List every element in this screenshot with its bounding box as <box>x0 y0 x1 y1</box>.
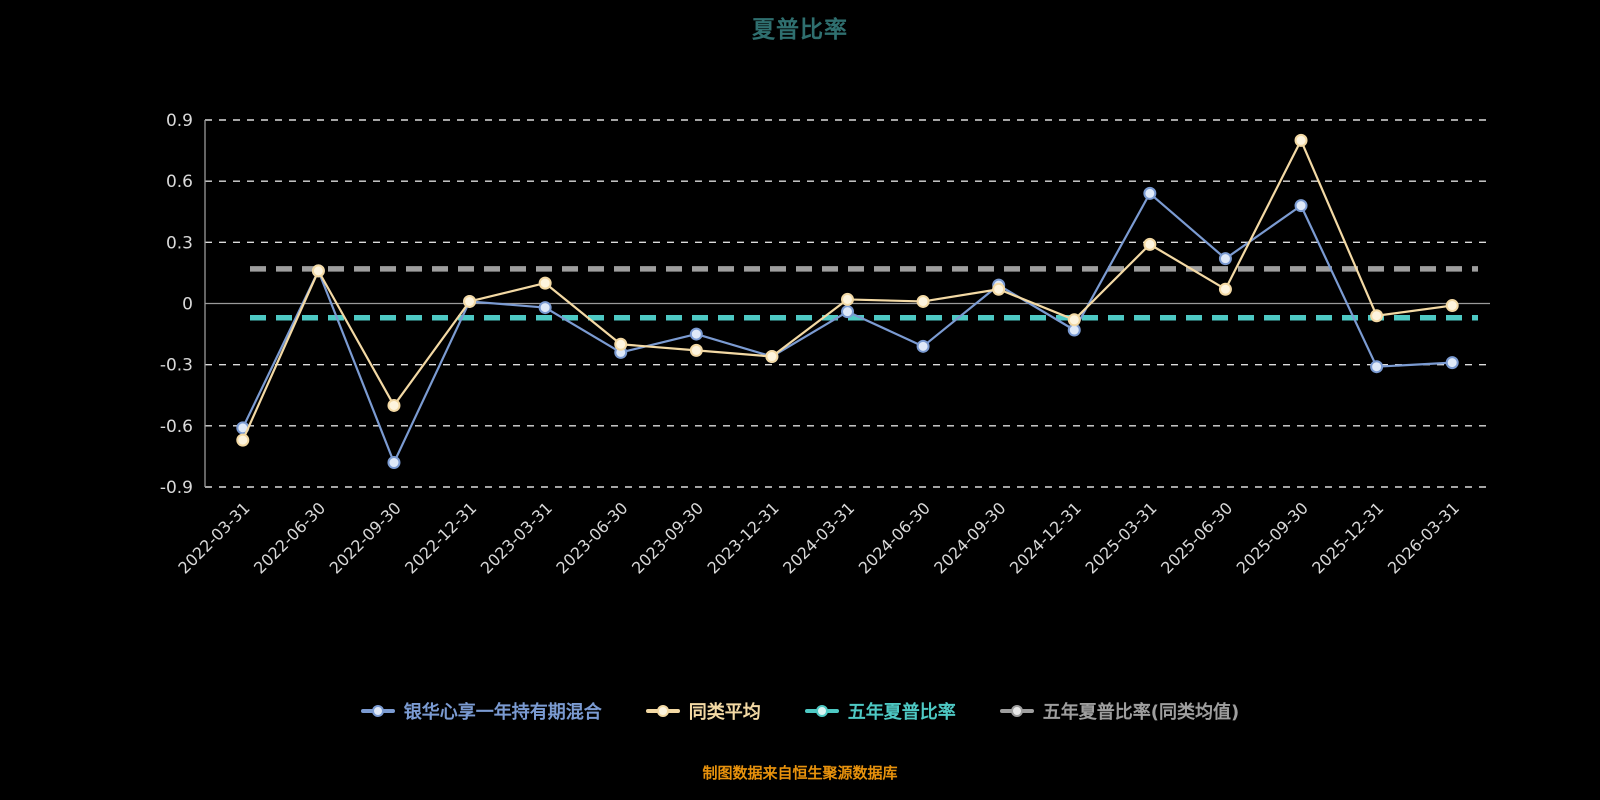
sharpe-ratio-chart: 0.9 0.6 0.3 0 -0.3 -0.6 -0.92022-03-312022-06-… <box>160 111 1490 578</box>
data-point-marker <box>1218 282 1232 296</box>
data-point-marker <box>614 337 628 351</box>
x-tick-label: 2024-12-31 <box>1006 498 1085 577</box>
data-point-marker <box>1445 299 1459 313</box>
y-tick-label: -0.6 <box>160 417 193 437</box>
x-tick-label: 2022-09-30 <box>326 498 405 577</box>
data-point-marker <box>1143 237 1157 251</box>
data-point-marker <box>916 294 930 308</box>
legend-item[interactable]: 五年夏普比率 <box>804 698 956 724</box>
legend-item[interactable]: 同类平均 <box>645 698 761 724</box>
legend-item[interactable]: 银华心享一年持有期混合 <box>360 698 602 724</box>
data-point-marker <box>311 264 325 278</box>
chart-title: 夏普比率 <box>752 17 848 43</box>
data-point-marker <box>1370 360 1384 374</box>
series-line <box>241 139 1453 441</box>
legend-marker-icon <box>360 704 395 718</box>
x-tick-label: 2024-06-30 <box>855 498 934 577</box>
x-tick-label: 2022-03-31 <box>174 498 253 577</box>
data-point-marker <box>841 292 854 306</box>
x-tick-label: 2023-09-30 <box>628 498 707 577</box>
x-tick-label: 2022-12-31 <box>401 498 480 577</box>
data-point-marker <box>992 282 1006 296</box>
y-tick-label: 0.9 <box>166 111 193 131</box>
legend-marker-icon <box>999 704 1034 718</box>
chart-legend: 银华心享一年持有期混合 同类平均 五年夏普比率 五年夏普比率(同类均值) <box>0 698 1600 724</box>
x-tick-label: 2025-03-31 <box>1081 498 1160 577</box>
legend-label: 五年夏普比率 <box>847 702 956 723</box>
data-point-marker <box>1370 309 1384 323</box>
x-tick-label: 2024-09-30 <box>930 498 1009 577</box>
y-tick-label: 0.6 <box>166 172 193 192</box>
data-point-marker <box>1294 133 1308 147</box>
data-point-marker <box>463 294 477 308</box>
data-point-marker <box>236 433 250 447</box>
x-tick-label: 2023-06-30 <box>552 498 631 577</box>
x-tick-label: 2023-03-31 <box>477 498 556 577</box>
data-point-marker <box>765 350 779 364</box>
data-point-marker <box>538 276 552 290</box>
legend-marker-icon <box>804 704 839 718</box>
y-tick-label: 0 <box>182 295 193 315</box>
y-tick-label: -0.9 <box>160 478 193 498</box>
legend-label: 五年夏普比率(同类均值) <box>1042 702 1240 723</box>
data-point-marker <box>387 456 401 470</box>
data-point-marker <box>1143 186 1157 200</box>
series-line <box>241 192 1453 464</box>
y-tick-label: 0.3 <box>166 233 193 253</box>
legend-marker-icon <box>645 704 680 718</box>
data-point-marker <box>1445 356 1459 370</box>
data-point-marker <box>1067 313 1081 327</box>
x-tick-label: 2023-12-31 <box>704 498 783 577</box>
y-tick-label: -0.3 <box>160 356 193 376</box>
legend-label: 同类平均 <box>688 702 761 723</box>
x-tick-label: 2026-03-31 <box>1384 498 1463 577</box>
legend-label: 银华心享一年持有期混合 <box>403 702 602 723</box>
data-point-marker <box>689 343 703 357</box>
data-point-marker <box>387 398 401 412</box>
data-point-marker <box>538 301 552 315</box>
data-point-marker <box>916 339 930 353</box>
legend-item[interactable]: 五年夏普比率(同类均值) <box>999 698 1240 724</box>
x-tick-label: 2022-06-30 <box>250 498 329 577</box>
x-tick-label: 2025-06-30 <box>1157 498 1236 577</box>
data-point-marker <box>1218 252 1232 266</box>
data-point-marker <box>689 327 703 341</box>
data-source-note: 制图数据来自恒生聚源数据库 <box>702 764 898 782</box>
data-point-marker <box>841 305 854 319</box>
data-point-marker <box>1294 199 1308 213</box>
x-tick-label: 2025-12-31 <box>1308 498 1387 577</box>
x-tick-label: 2024-03-31 <box>779 498 858 577</box>
x-tick-label: 2025-09-30 <box>1233 498 1312 577</box>
